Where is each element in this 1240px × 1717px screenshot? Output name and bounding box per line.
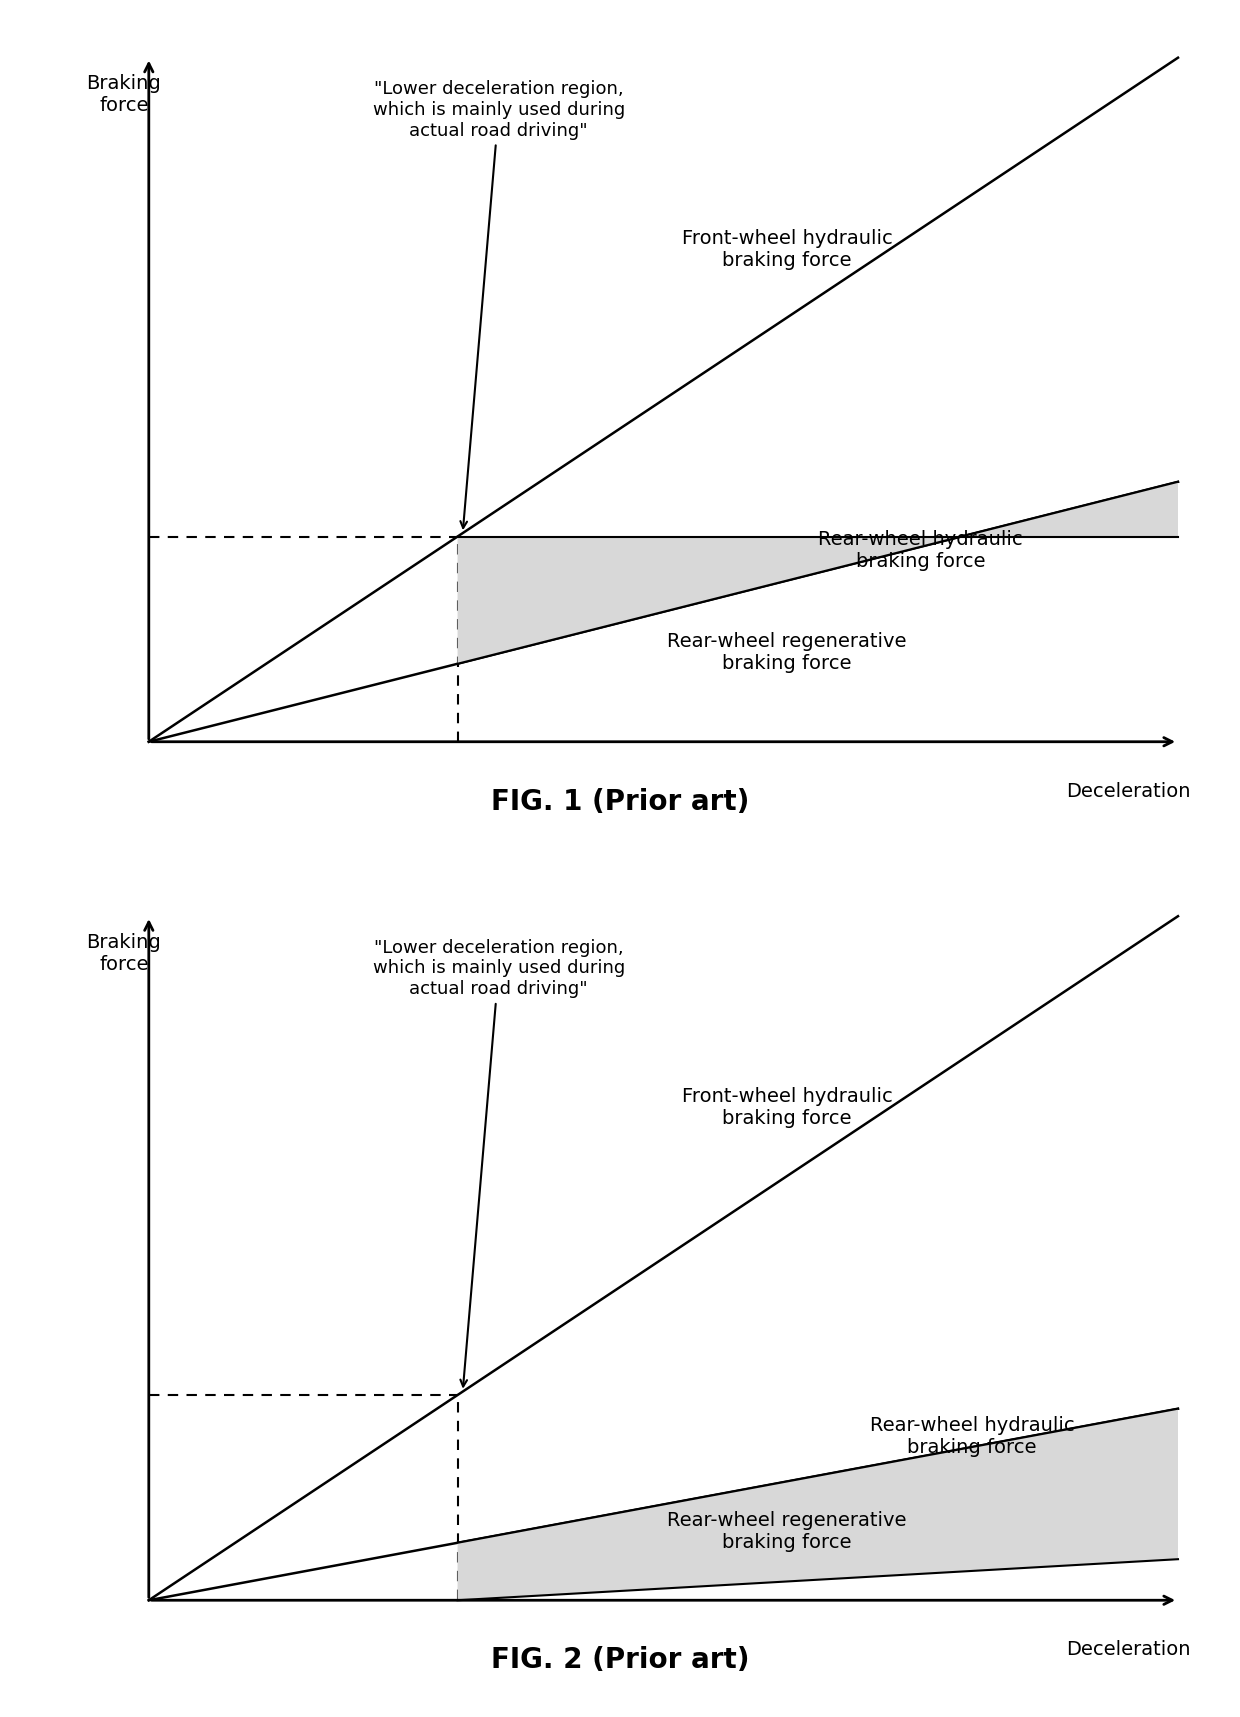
Polygon shape bbox=[458, 482, 1178, 664]
Text: Rear-wheel hydraulic
braking force: Rear-wheel hydraulic braking force bbox=[818, 531, 1023, 570]
Text: Rear-wheel hydraulic
braking force: Rear-wheel hydraulic braking force bbox=[869, 1415, 1075, 1456]
Text: Deceleration: Deceleration bbox=[1066, 781, 1190, 800]
Polygon shape bbox=[458, 1408, 1178, 1600]
Text: Braking
force: Braking force bbox=[87, 932, 161, 974]
Text: Front-wheel hydraulic
braking force: Front-wheel hydraulic braking force bbox=[682, 228, 893, 270]
Text: Front-wheel hydraulic
braking force: Front-wheel hydraulic braking force bbox=[682, 1087, 893, 1128]
Text: FIG. 1 (Prior art): FIG. 1 (Prior art) bbox=[491, 788, 749, 816]
Text: FIG. 2 (Prior art): FIG. 2 (Prior art) bbox=[491, 1647, 749, 1674]
Text: Braking
force: Braking force bbox=[87, 74, 161, 115]
Text: Rear-wheel regenerative
braking force: Rear-wheel regenerative braking force bbox=[667, 632, 906, 673]
Text: "Lower deceleration region,
which is mainly used during
actual road driving": "Lower deceleration region, which is mai… bbox=[372, 939, 625, 1387]
Text: "Lower deceleration region,
which is mainly used during
actual road driving": "Lower deceleration region, which is mai… bbox=[372, 81, 625, 529]
Text: Rear-wheel regenerative
braking force: Rear-wheel regenerative braking force bbox=[667, 1511, 906, 1552]
Text: Deceleration: Deceleration bbox=[1066, 1640, 1190, 1659]
